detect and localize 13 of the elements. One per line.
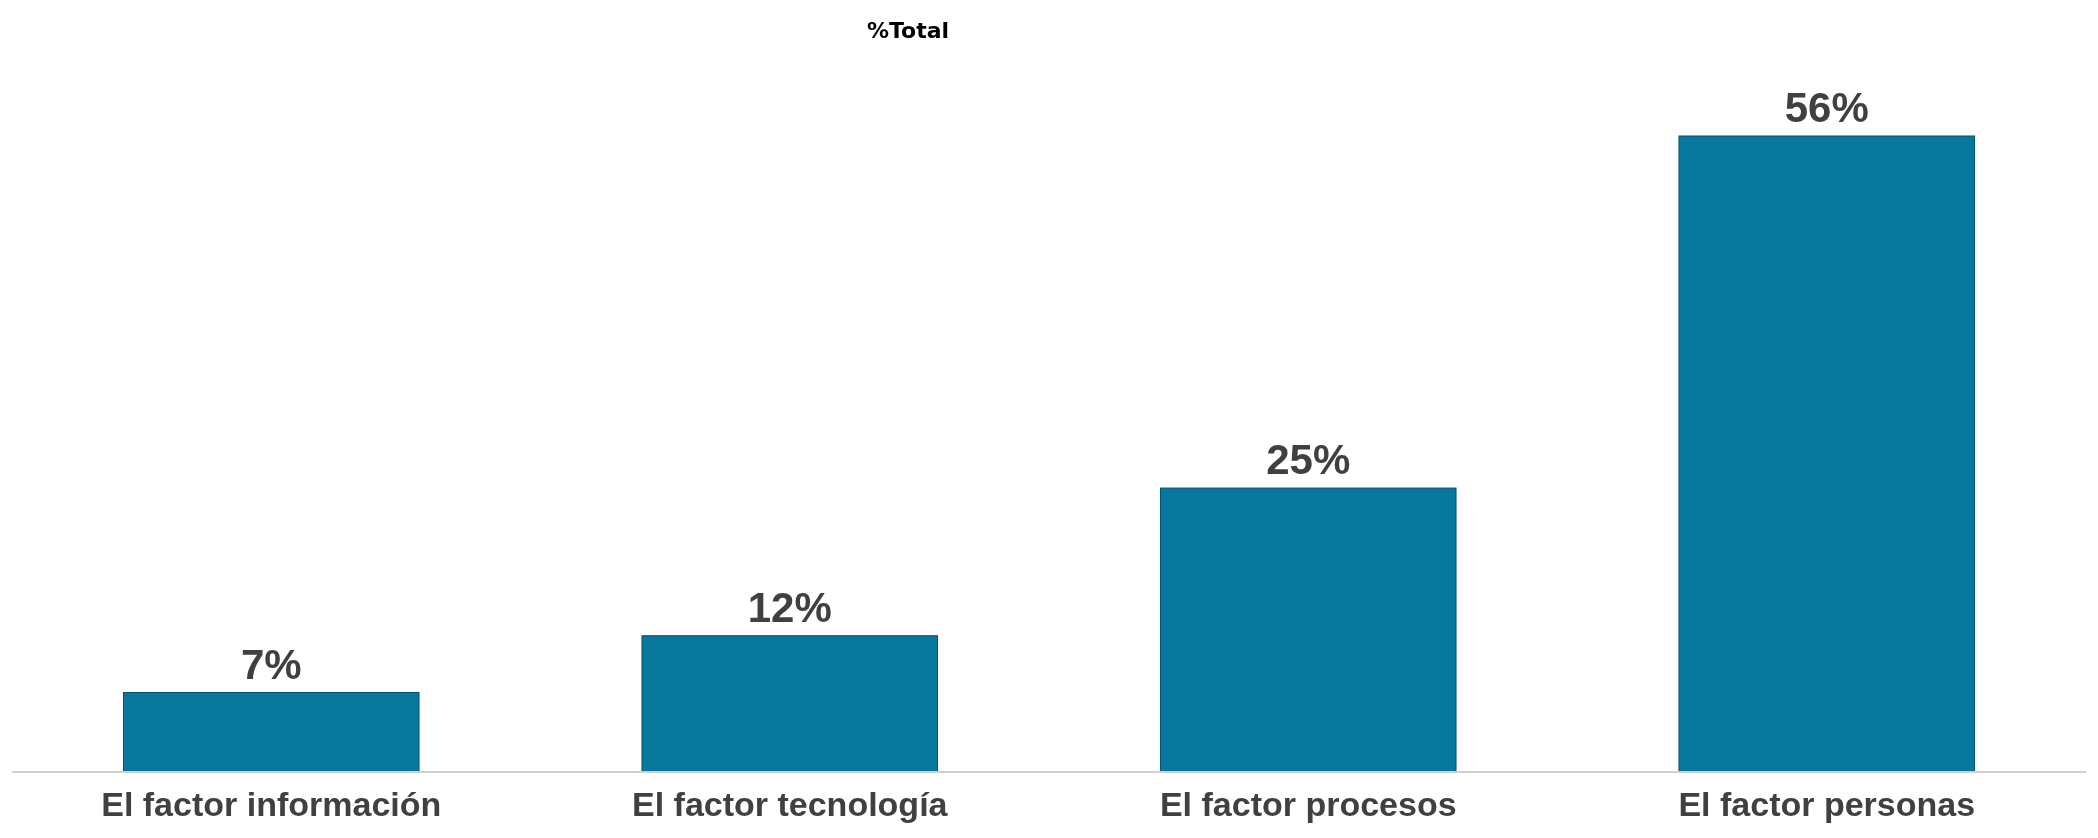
bar [1159,487,1457,773]
x-tick-label: El factor personas [1678,785,1976,823]
data-label: 7% [240,640,302,688]
data-label: 12% [747,583,832,631]
data-label: 56% [1784,84,1869,131]
data-label: 25% [1266,436,1351,484]
x-tick-label: El factor tecnología [632,785,949,823]
bar [641,635,939,773]
x-tick-label: El factor información [101,785,442,823]
bar [122,692,420,773]
bar [1678,135,1976,773]
x-tick-label: El factor procesos [1159,785,1457,823]
chart-title: %Total [866,18,950,43]
